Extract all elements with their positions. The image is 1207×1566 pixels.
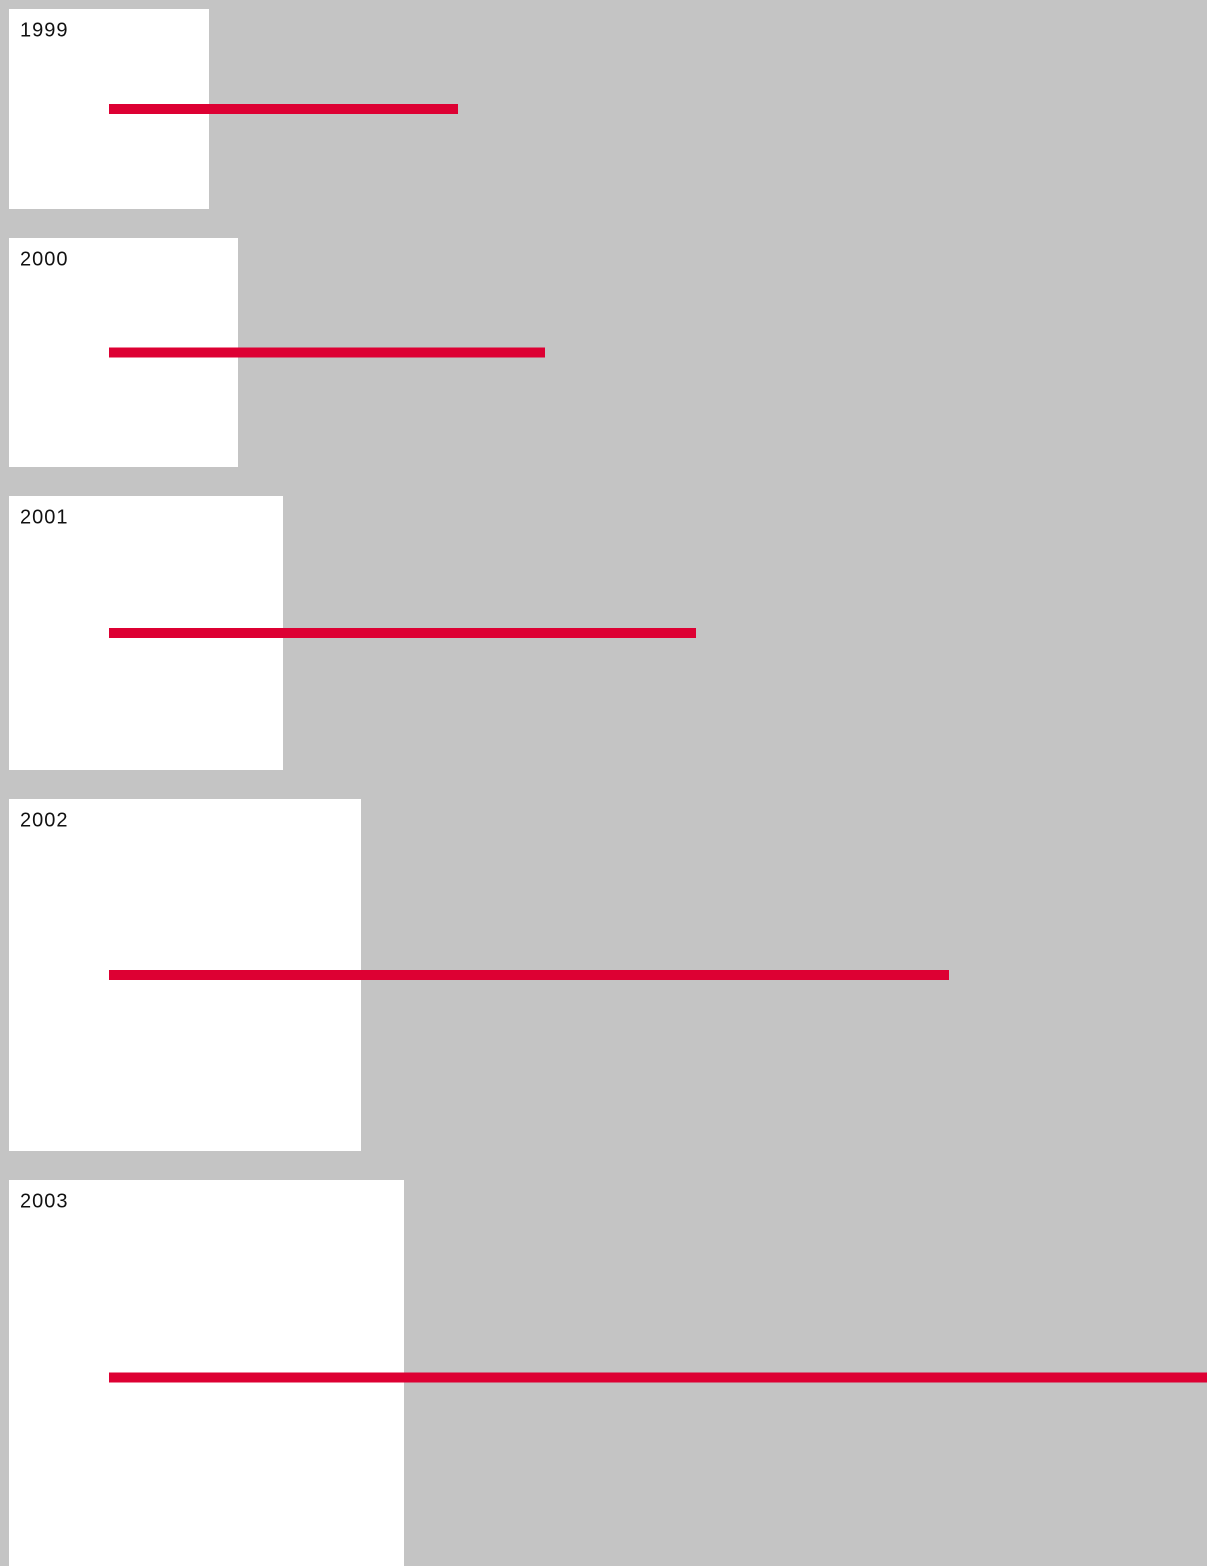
category-label: 2001 xyxy=(20,506,69,528)
bar xyxy=(109,1372,1207,1383)
category-label: 2002 xyxy=(20,809,69,831)
category-label: 1999 xyxy=(20,19,69,41)
category-label: 2000 xyxy=(20,248,69,270)
bar xyxy=(109,347,545,358)
category-label: 2003 xyxy=(20,1190,69,1212)
bar xyxy=(109,628,696,638)
bar xyxy=(109,970,949,980)
bar xyxy=(109,104,458,114)
